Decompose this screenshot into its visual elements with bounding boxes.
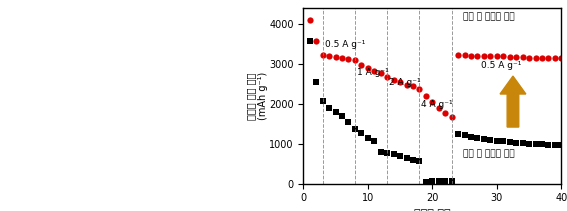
Text: 1 A g⁻¹: 1 A g⁻¹ [357, 68, 388, 77]
Polygon shape [500, 76, 526, 127]
Text: 0.5 A g⁻¹: 0.5 A g⁻¹ [481, 61, 521, 70]
Text: 0.5 A g⁻¹: 0.5 A g⁻¹ [325, 40, 365, 49]
X-axis label: 사이클 횟수: 사이클 횟수 [414, 209, 451, 211]
Text: 2 A g⁻¹: 2 A g⁻¹ [389, 78, 421, 87]
Text: 4 A g⁻¹: 4 A g⁻¹ [421, 100, 453, 109]
Text: 가열 전 실리콘 음극: 가열 전 실리콘 음극 [463, 150, 515, 158]
Y-axis label: 무게당 방전 용량
(mAh g⁻¹): 무게당 방전 용량 (mAh g⁻¹) [246, 72, 268, 120]
Text: 가열 후 실리콘 음극: 가열 후 실리콘 음극 [463, 13, 515, 22]
